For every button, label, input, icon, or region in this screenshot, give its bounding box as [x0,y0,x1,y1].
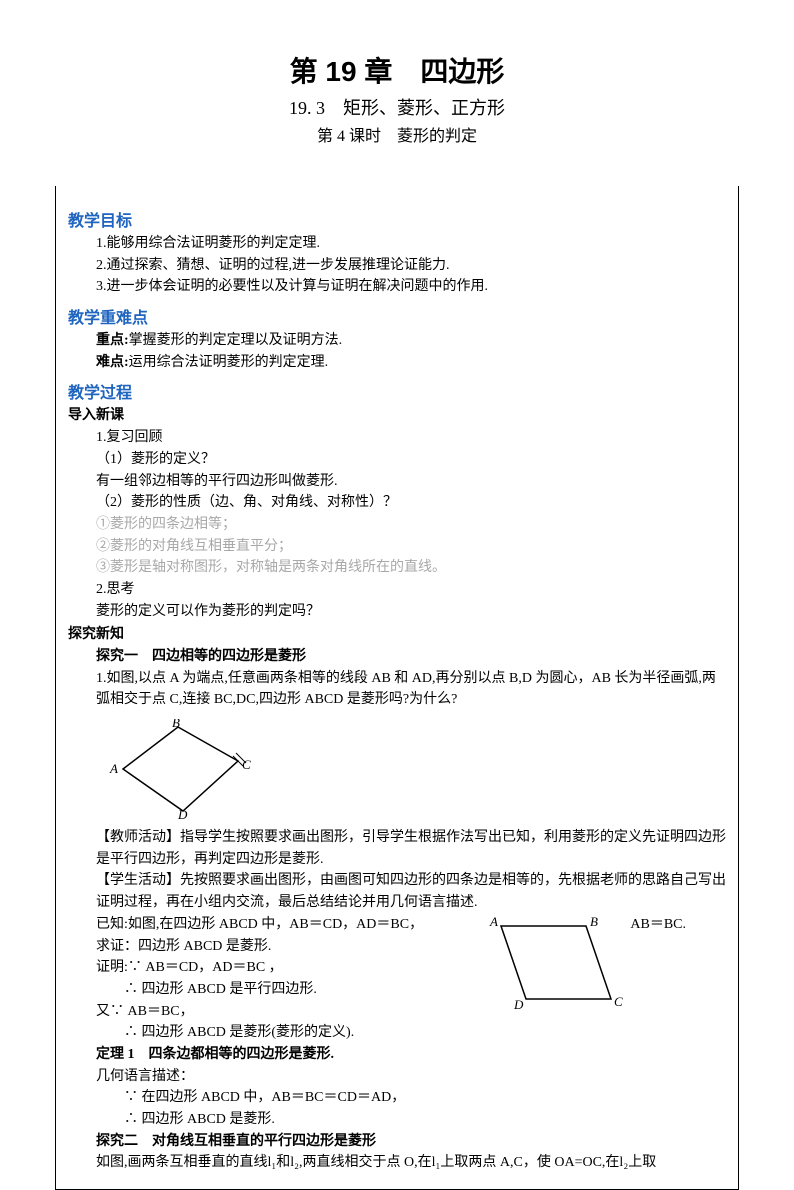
parallelogram-svg: A B C D [466,914,626,1014]
given-tail: AB＝BC. [630,914,686,936]
given-text: 已知:如图,在四边形 ABCD 中，AB＝CD，AD＝BC， [96,917,423,932]
section-title: 19. 3 矩形、菱形、正方形 [0,94,794,120]
explore1-body: 1.如图,以点 A 为端点,任意画两条相等的线段 AB 和 AD,再分别以点 B… [96,668,726,711]
label-b: B [172,719,180,730]
explore2-body: 如图,画两条互相垂直的直线l₁和l₂,两直线相交于点 O,在l₁上取两点 A,C… [96,1152,726,1174]
rhombus-svg: B A C D [108,719,268,819]
proof-1: 证明:∵ AB＝CD，AD＝BC ， [96,957,726,979]
label-b2: B [590,914,598,929]
q2: （2）菱形的性质（边、角、对角线、对称性）？ [96,492,726,514]
parallelogram-figure: A B C D [466,914,626,1014]
prop-3: ③菱形是轴对称图形，对称轴是两条对角线所在的直线。 [96,557,726,579]
sub-explore: 探究新知 [68,624,726,646]
proof-3: 又∵ AB＝BC， [96,1001,726,1023]
geo-lang: 几何语言描述： [96,1066,726,1088]
label-d: D [177,807,188,819]
prop-1: ①菱形的四条边相等； [96,514,726,536]
label-c2: C [614,994,623,1009]
q1: （1）菱形的定义？ [96,449,726,471]
heading-process: 教学过程 [68,379,726,403]
think-h: 2.思考 [96,579,726,601]
label-a2: A [489,914,498,929]
heading-goal: 教学目标 [68,207,726,231]
student-activity: 【学生活动】先按照要求画出图形，由画图可知四边形的四条边是相等的，先根据老师的思… [96,870,726,913]
review-h: 1.复习回顾 [96,427,726,449]
geo-2: ∴ 四边形 ABCD 是菱形. [124,1109,726,1131]
lesson-title: 第 4 课时 菱形的判定 [0,122,794,146]
sub-intro: 导入新课 [68,405,726,427]
difficulty-hard: 难点:运用综合法证明菱形的判定定理. [96,352,726,374]
goal-2: 2.通过探索、猜想、证明的过程,进一步发展推理论证能力. [96,255,726,277]
label-c: C [242,757,251,772]
explore1-h: 探究一 四边相等的四边形是菱形 [96,646,726,668]
goal-1: 1.能够用综合法证明菱形的判定定理. [96,233,726,255]
key-label: 重点: [96,333,129,348]
content-frame: 教学目标 1.能够用综合法证明菱形的判定定理. 2.通过探索、猜想、证明的过程,… [55,186,739,1190]
prove-line: 求证：四边形 ABCD 是菱形. [96,936,726,958]
goal-3: 3.进一步体会证明的必要性以及计算与证明在解决问题中的作用. [96,276,726,298]
theorem-1: 定理 1 四条边都相等的四边形是菱形. [96,1044,726,1066]
rhombus-figure: B A C D [108,719,268,819]
proof-4: ∴ 四边形 ABCD 是菱形(菱形的定义). [124,1022,726,1044]
proof-2: ∴ 四边形 ABCD 是平行四边形. [124,979,726,1001]
hard-text: 运用综合法证明菱形的判定定理. [129,355,329,370]
think-q: 菱形的定义可以作为菱形的判定吗？ [96,601,726,623]
label-d2: D [513,997,524,1012]
geo-1: ∵ 在四边形 ABCD 中，AB＝BC＝CD＝AD， [124,1087,726,1109]
chapter-title: 第 19 章 四边形 [0,50,794,90]
a1: 有一组邻边相等的平行四边形叫做菱形. [96,471,726,493]
explore2-h: 探究二 对角线互相垂直的平行四边形是菱形 [96,1131,726,1153]
teacher-activity: 【教师活动】指导学生按照要求画出图形，引导学生根据作法写出已知，利用菱形的定义先… [96,827,726,870]
label-a: A [109,761,118,776]
heading-difficulty: 教学重难点 [68,304,726,328]
key-text: 掌握菱形的判定定理以及证明方法. [129,333,343,348]
difficulty-key: 重点:掌握菱形的判定定理以及证明方法. [96,330,726,352]
given-line: 已知:如图,在四边形 ABCD 中，AB＝CD，AD＝BC， AB＝BC. [96,914,726,936]
hard-label: 难点: [96,355,129,370]
prop-2: ②菱形的对角线互相垂直平分； [96,536,726,558]
